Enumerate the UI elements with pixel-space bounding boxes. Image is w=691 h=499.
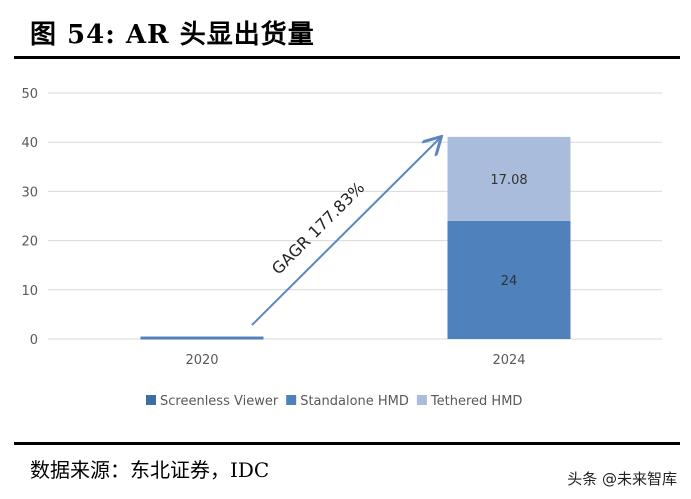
source-note: 数据来源：东北证券，IDC: [30, 458, 270, 482]
legend-label: Standalone HMD: [300, 394, 409, 409]
bar-standalone-hmd: [447, 220, 571, 339]
x-tick-label: 2020: [185, 353, 218, 368]
legend-swatch: [146, 395, 156, 405]
cagr-annotation: GAGR 177.83%: [268, 178, 368, 278]
top-rule: [14, 56, 680, 59]
legend-label: Tethered HMD: [430, 394, 523, 409]
data-label: 17.08: [490, 173, 527, 188]
bar-tethered-hmd: [447, 136, 571, 221]
x-tick-label: 2024: [492, 353, 525, 368]
legend-swatch: [416, 395, 427, 405]
legend-swatch: [286, 395, 297, 405]
y-tick-label: 10: [21, 284, 38, 299]
watermark: 头条 @未来智库: [567, 470, 677, 488]
figure-title: 图 54: AR 头显出货量: [30, 20, 315, 50]
y-tick-label: 0: [30, 333, 38, 348]
bottom-rule: [14, 442, 680, 445]
y-tick-label: 20: [21, 235, 38, 250]
bar-standalone-hmd: [140, 336, 264, 340]
y-tick-label: 40: [21, 136, 38, 151]
data-label: 24: [501, 274, 518, 289]
growth-arrow: [251, 138, 440, 326]
y-tick-label: 50: [21, 87, 38, 102]
y-tick-label: 30: [21, 185, 38, 200]
legend-label: Screenless Viewer: [160, 394, 279, 409]
